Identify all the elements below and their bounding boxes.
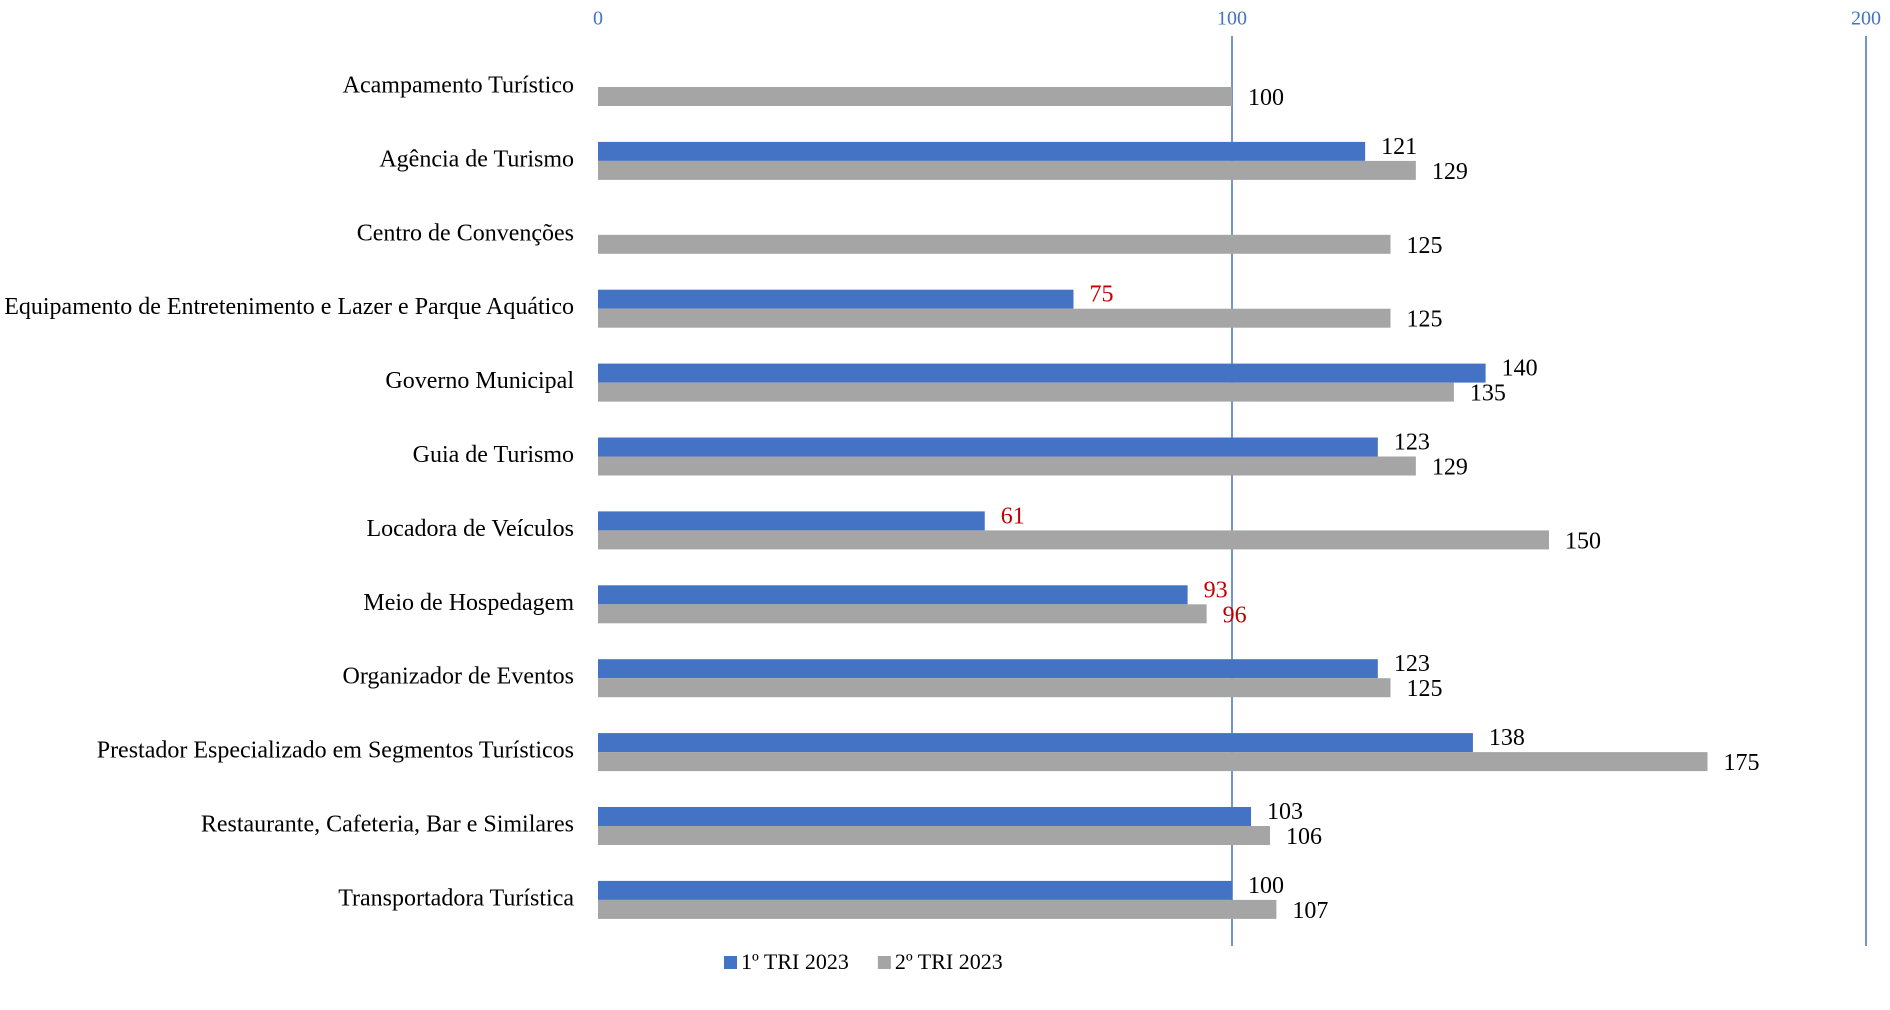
bar — [598, 678, 1391, 698]
legend-swatch — [724, 956, 737, 969]
category-label: Organizador de Eventos — [343, 664, 574, 690]
data-label: 135 — [1470, 381, 1506, 407]
data-label: 61 — [1001, 503, 1025, 529]
bar — [598, 160, 1416, 180]
category-label: Acampamento Turístico — [343, 73, 574, 99]
data-label: 129 — [1432, 159, 1468, 185]
data-label: 93 — [1204, 577, 1228, 603]
bar — [598, 511, 985, 531]
bar — [598, 289, 1074, 309]
data-label: 107 — [1292, 898, 1328, 924]
category-label: Equipamento de Entretenimento e Lazer e … — [4, 294, 574, 320]
bar — [598, 234, 1391, 254]
category-label: Meio de Hospedagem — [363, 590, 574, 616]
bar — [598, 826, 1271, 845]
bar — [598, 141, 1366, 161]
category-label: Restaurante, Cafeteria, Bar e Similares — [201, 812, 574, 838]
x-tick-label: 200 — [1851, 8, 1881, 30]
category-label: Agência de Turismo — [379, 146, 574, 172]
data-label: 140 — [1502, 356, 1538, 382]
bar — [598, 733, 1473, 753]
data-label: 121 — [1381, 134, 1417, 160]
category-label: Governo Municipal — [385, 368, 574, 394]
data-label: 123 — [1394, 651, 1430, 677]
bar — [598, 308, 1391, 328]
category-label: Transportadora Turística — [338, 885, 574, 911]
bar — [598, 807, 1252, 826]
bar — [598, 752, 1708, 772]
bar — [598, 659, 1378, 679]
bar — [598, 899, 1277, 919]
data-label: 129 — [1432, 455, 1468, 481]
data-label: 106 — [1286, 824, 1322, 850]
x-tick-label: 0 — [593, 8, 603, 30]
category-label: Locadora de Veículos — [367, 516, 574, 542]
data-label: 100 — [1248, 873, 1284, 899]
x-tick-label: 100 — [1217, 8, 1247, 30]
bar — [598, 880, 1232, 900]
category-label: Prestador Especializado em Segmentos Tur… — [97, 738, 574, 764]
data-label: 123 — [1394, 430, 1430, 456]
data-label: 138 — [1489, 725, 1525, 751]
data-label: 125 — [1407, 676, 1443, 702]
data-label: 100 — [1248, 85, 1284, 111]
legend-label: 1º TRI 2023 — [741, 949, 849, 974]
data-label: 150 — [1565, 528, 1601, 554]
data-label: 125 — [1407, 307, 1443, 333]
category-label: Centro de Convenções — [357, 220, 574, 246]
data-label: 175 — [1724, 750, 1760, 776]
data-label: 96 — [1223, 602, 1247, 628]
category-label: Guia de Turismo — [413, 442, 574, 468]
data-label: 75 — [1090, 282, 1114, 308]
bar — [598, 437, 1378, 457]
bar — [598, 456, 1416, 476]
legend-label: 2º TRI 2023 — [895, 949, 1003, 974]
data-label: 103 — [1267, 799, 1303, 825]
data-label: 125 — [1407, 233, 1443, 259]
legend-swatch — [877, 956, 891, 969]
bar — [598, 585, 1188, 605]
bar — [598, 363, 1486, 383]
bar — [598, 604, 1207, 624]
bar — [598, 87, 1232, 106]
bar — [598, 530, 1549, 550]
bar — [598, 382, 1454, 402]
